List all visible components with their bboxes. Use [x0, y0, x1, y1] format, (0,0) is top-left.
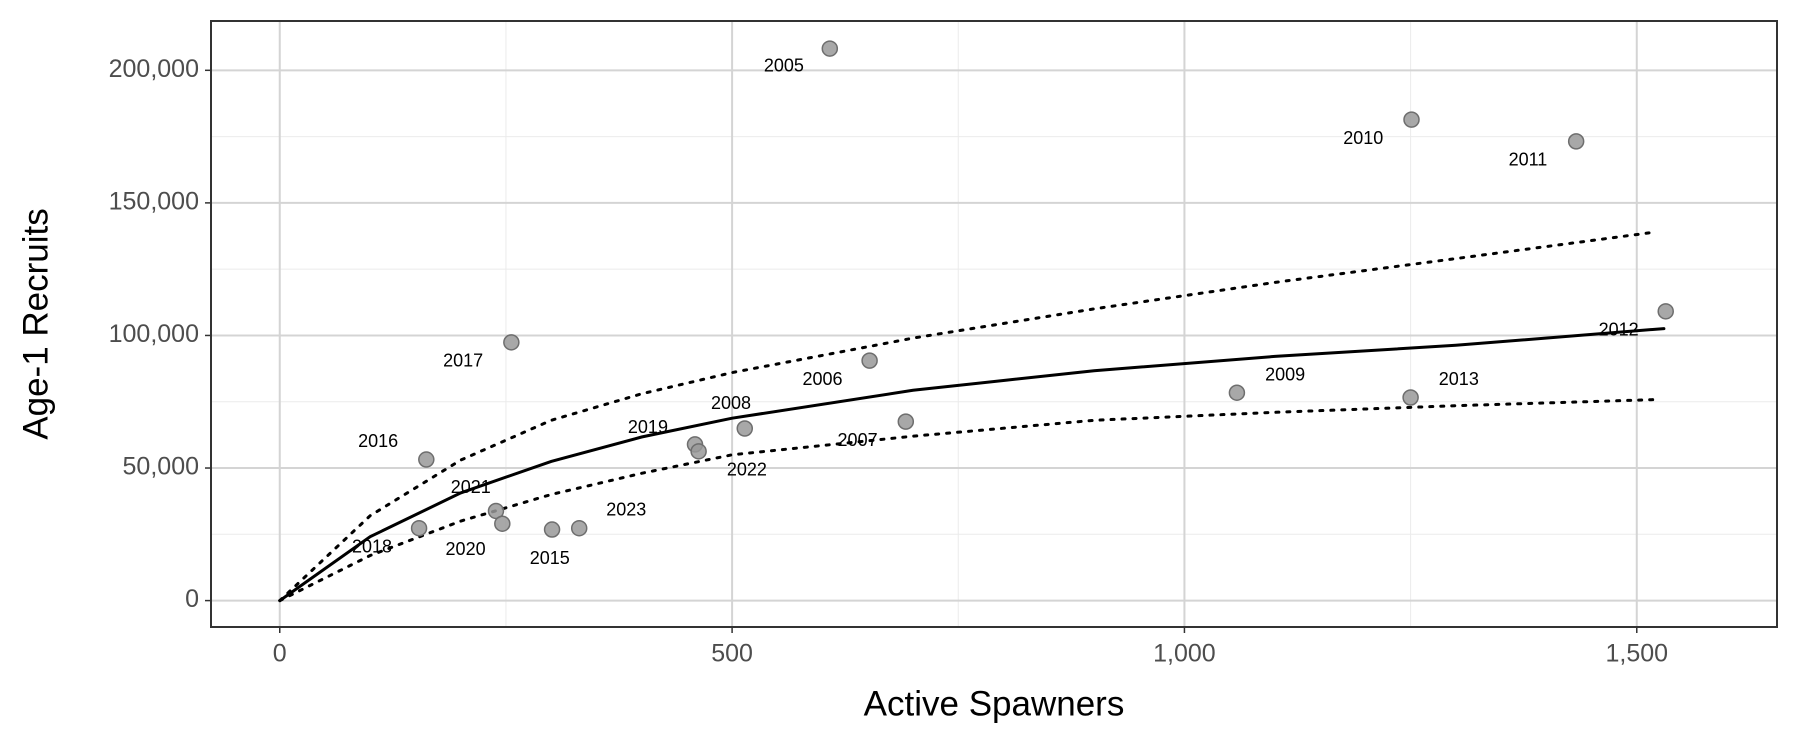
point-label: 2019: [628, 417, 668, 437]
point-label: 2012: [1599, 320, 1639, 340]
point: [736, 420, 754, 437]
x-tick-label: 1,000: [1153, 640, 1216, 668]
point: [821, 40, 839, 57]
point-label: 2021: [451, 477, 491, 497]
y-tick-label: 150,000: [109, 187, 199, 215]
plot-border: [210, 20, 1778, 628]
y-tick-label: 50,000: [123, 453, 199, 481]
fit-line: [278, 398, 1657, 603]
point: [861, 352, 878, 369]
y-axis-title: Age-1 Recruits: [16, 208, 55, 439]
point: [690, 443, 707, 460]
point-label: 2007: [838, 430, 878, 450]
point: [1228, 384, 1246, 401]
point-label: 2005: [764, 56, 804, 76]
point: [1402, 389, 1419, 406]
x-tick-label: 0: [273, 640, 287, 668]
point: [494, 515, 511, 532]
y-tick-label: 200,000: [109, 55, 199, 83]
point: [410, 519, 428, 537]
point: [1403, 111, 1420, 128]
point-label: 2017: [443, 351, 483, 371]
point: [1567, 133, 1585, 150]
x-tick-label: 500: [711, 640, 753, 668]
point-label: 2009: [1265, 364, 1305, 384]
fit-line: [278, 230, 1657, 603]
point-label: 2020: [446, 539, 486, 559]
x-axis-title: Active Spawners: [864, 684, 1125, 723]
point: [897, 413, 915, 430]
point: [418, 451, 435, 468]
point-label: 2023: [606, 500, 646, 520]
point-label: 2008: [711, 393, 751, 413]
point-label: 2006: [803, 369, 843, 389]
point-label: 2015: [530, 548, 570, 568]
point: [503, 334, 520, 351]
y-tick-label: 0: [185, 585, 199, 613]
point-label: 2011: [1509, 150, 1548, 170]
x-tick-label: 1,500: [1605, 640, 1668, 668]
point-label: 2010: [1343, 128, 1383, 148]
point: [1657, 303, 1674, 320]
point-label: 2013: [1439, 369, 1479, 389]
point-label: 2018: [352, 536, 392, 556]
fit-line: [278, 327, 1666, 603]
point: [570, 519, 588, 537]
point: [543, 521, 561, 538]
point-label: 2016: [358, 431, 398, 451]
y-tick-label: 100,000: [109, 320, 199, 348]
point-label: 2022: [727, 460, 767, 480]
